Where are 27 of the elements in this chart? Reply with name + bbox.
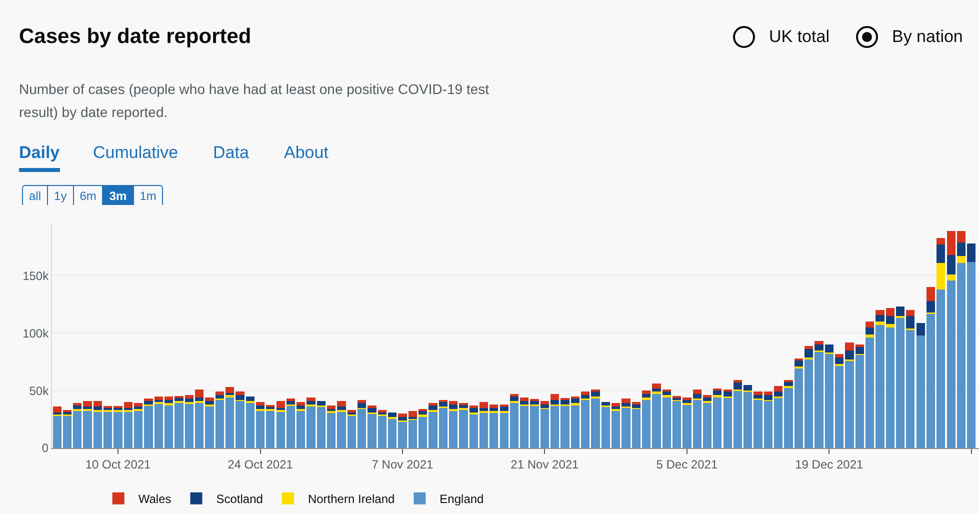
text: Data: [213, 143, 249, 163]
text: Daily: [19, 143, 60, 172]
y-tick-label: 50k: [29, 384, 50, 398]
y-tick-label: 100k: [22, 326, 50, 340]
text: 3m: [103, 186, 134, 206]
text: all: [23, 186, 48, 206]
text: 1y: [48, 186, 74, 206]
chart-subtitle: Number of cases (people who have had at least one positive COVID-19 test result) by date reported.: [19, 80, 490, 122]
y-tick-label: 150k: [22, 268, 50, 283]
legend-label: England: [440, 492, 484, 506]
y-tick-label: 0: [42, 441, 49, 456]
x-tick-label: 5 Dec 2021: [656, 457, 718, 472]
x-tick-label: 10 Oct 2021: [85, 457, 152, 472]
legend-label: Scotland: [216, 492, 263, 506]
text: Cumulative: [93, 143, 178, 163]
x-tick-label: 21 Nov 2021: [510, 457, 580, 472]
legend-label: Wales: [138, 492, 172, 506]
x-tick-label: 7 Nov 2021: [372, 457, 434, 472]
x-tick-label: 19 Dec 2021: [795, 457, 864, 472]
text: About: [284, 143, 328, 163]
chart-title: Cases by date reported: [19, 25, 252, 49]
x-tick-label: 24 Oct 2021: [228, 457, 294, 472]
text: By nation: [892, 27, 963, 47]
text: 6m: [74, 186, 104, 206]
text: UK total: [769, 27, 830, 47]
text: 1m: [138, 188, 158, 205]
legend-label: Northern Ireland: [308, 492, 395, 506]
